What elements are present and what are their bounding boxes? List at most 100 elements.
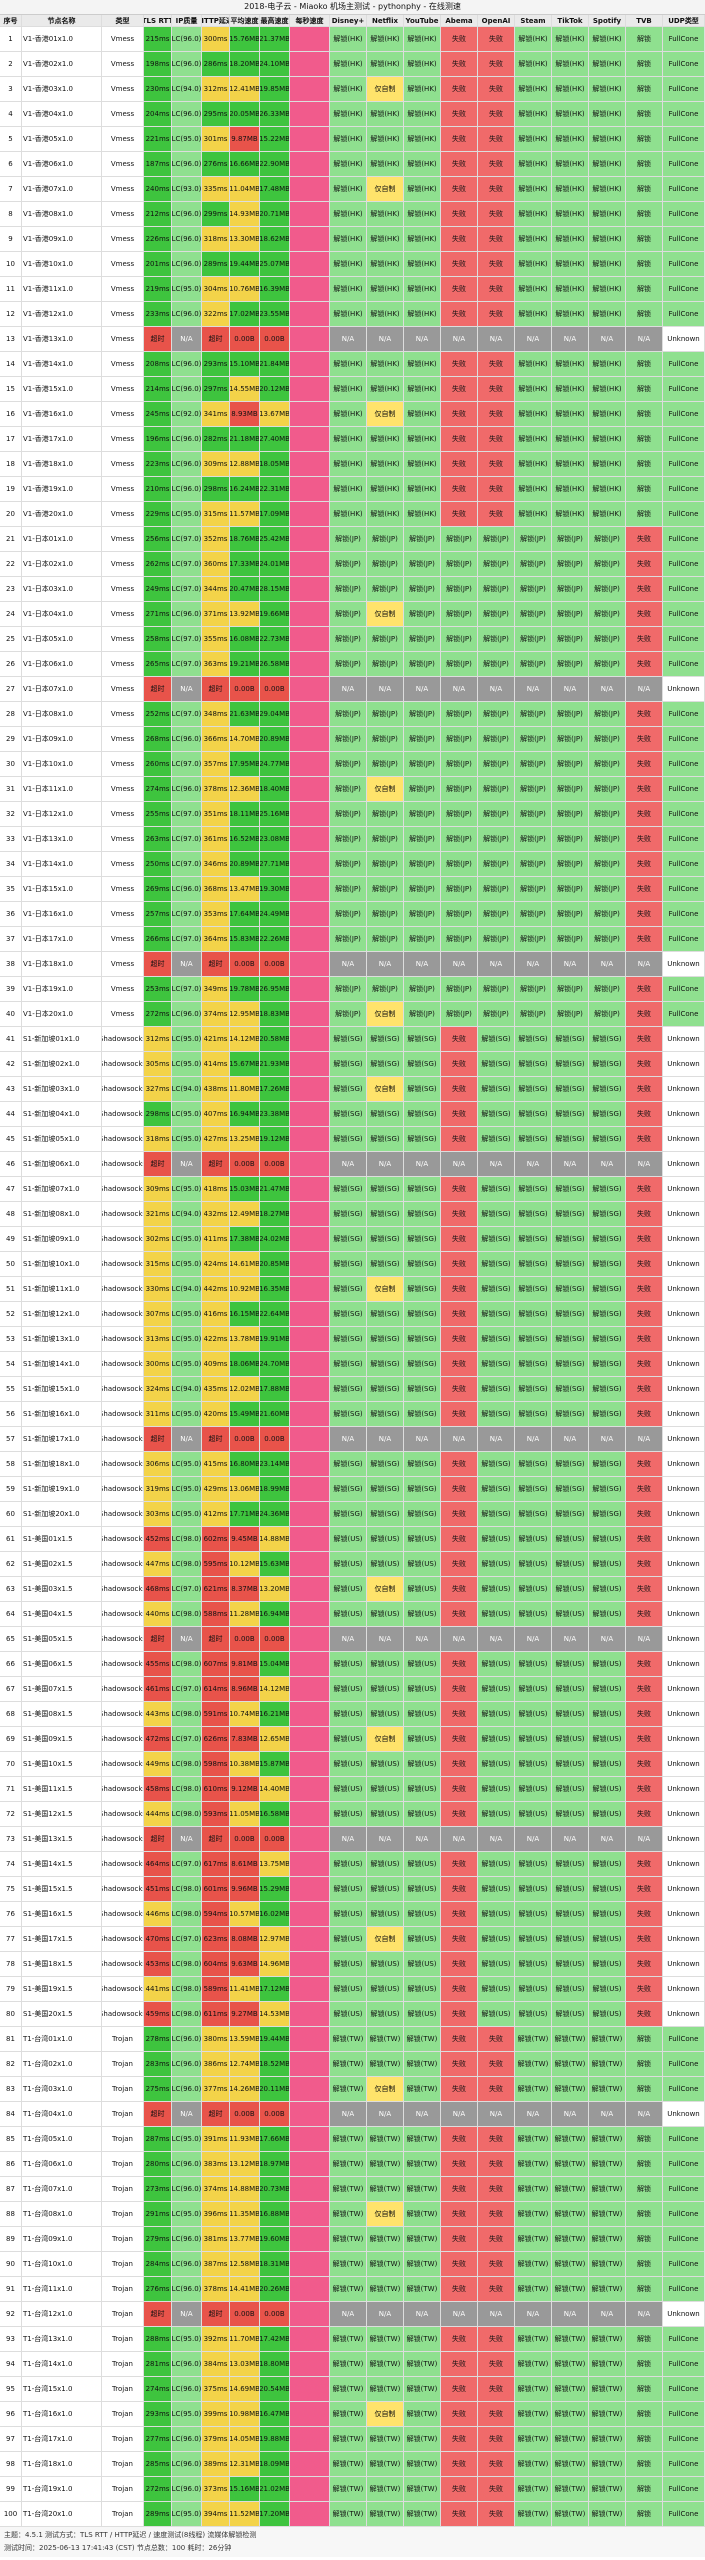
table-cell: Unknown [663,1952,705,1976]
table-cell: 失败 [626,1952,663,1976]
table-cell: 解锁(SG) [367,1377,404,1401]
table-cell: 394ms [202,2502,230,2526]
table-cell: 94 [0,2352,22,2376]
table-cell: 解锁(SG) [330,1252,367,1276]
table-cell: 失败 [441,2402,478,2426]
table-cell: 427ms [202,1127,230,1151]
table-cell: N/A [367,2102,404,2126]
table-cell: 失败 [478,27,515,51]
table-cell: 解锁(US) [330,1952,367,1976]
table-cell: N/A [330,2302,367,2326]
table-cell: 解锁(JP) [404,702,441,726]
table-cell: 解锁(JP) [552,527,589,551]
table-cell: 解锁(TW) [589,2377,626,2401]
table-cell: 解锁(TW) [515,2377,552,2401]
table-row: 78S1-美国18x1.5Shadowsocks453msLC(98.0)604… [0,1952,705,1977]
table-cell: 95 [0,2377,22,2401]
table-cell: 解锁(US) [589,1677,626,1701]
table-cell: 201ms [144,252,172,276]
table-cell: 解锁 [626,377,663,401]
table-cell: 解锁(HK) [589,402,626,426]
table-cell: 解锁(TW) [515,2252,552,2276]
table-cell: 272ms [144,1002,172,1026]
table-cell: V1-日本11x1.0 [22,777,102,801]
table-cell: LC(98.0) [172,1702,202,1726]
table-cell: 解锁(TW) [404,2477,441,2501]
table-cell: 223ms [144,452,172,476]
table-cell: 258ms [144,627,172,651]
table-cell: Unknown [663,1177,705,1201]
table-cell: Shadowsocks [102,1827,144,1851]
table-cell: N/A [589,1627,626,1651]
table-cell: 307ms [144,1302,172,1326]
table-cell: 失败 [626,602,663,626]
table-cell: Vmess [102,602,144,626]
table-cell: 解锁(SG) [367,1027,404,1051]
table-cell: 失败 [441,1052,478,1076]
table-cell: Unknown [663,1527,705,1551]
table-cell: 解锁(HK) [404,102,441,126]
table-cell: N/A [172,952,202,976]
table-cell: Shadowsocks [102,1877,144,1901]
table-cell: 失败 [478,352,515,376]
table-cell: 失败 [626,1852,663,1876]
table-cell: 解锁(SG) [589,1027,626,1051]
table-cell: 解锁(SG) [515,1502,552,1526]
table-cell: 解锁 [626,452,663,476]
table-row: 55S1-新加坡15x1.0Shadowsocks324msLC(94.0)43… [0,1377,705,1402]
table-cell: 0.00B [260,1427,290,1451]
table-cell: 13.20MB [260,1577,290,1601]
table-cell: 解锁(SG) [404,1027,441,1051]
table-cell: 失败 [626,1802,663,1826]
speed-sparkline [290,877,330,901]
table-cell: 293ms [144,2402,172,2426]
table-cell: 仅自制 [367,1577,404,1601]
table-cell: N/A [589,952,626,976]
table-cell: 14.96MB [260,1952,290,1976]
table-cell: 解锁(HK) [404,252,441,276]
table-cell: 289ms [202,252,230,276]
table-cell: 18.80MB [260,2352,290,2376]
table-cell: Unknown [663,1627,705,1651]
table-cell: 解锁(HK) [367,202,404,226]
table-cell: 解锁(US) [515,1927,552,1951]
table-cell: 解锁(SG) [589,1452,626,1476]
table-cell: V1-香港08x1.0 [22,202,102,226]
table-cell: 仅自制 [367,777,404,801]
table-cell: V1-香港13x1.0 [22,327,102,351]
table-cell: Vmess [102,27,144,51]
table-cell: 19.44MB [260,2027,290,2051]
table-row: 2 V1-香港02x1.0 Vmess 198ms LC(96.0) 286ms 18.20… [0,52,705,77]
table-cell: 解锁(SG) [330,1177,367,1201]
table-cell: 313ms [144,1327,172,1351]
table-cell: 解锁(US) [552,1727,589,1751]
speed-sparkline [290,277,330,301]
table-row: 7 V1-香港07x1.0 Vmess 240ms LC(93.0) 335ms 11.04… [0,177,705,202]
table-cell: 解锁(JP) [589,777,626,801]
table-cell: 解锁(US) [552,1702,589,1726]
table-cell: S1-新加坡17x1.0 [22,1427,102,1451]
speed-sparkline [290,777,330,801]
table-cell: 16.52MB [230,827,260,851]
table-cell: Shadowsocks [102,1727,144,1751]
table-cell: LC(98.0) [172,1777,202,1801]
table-cell: 449ms [144,1752,172,1776]
table-cell: Vmess [102,677,144,701]
table-cell: 解锁(US) [478,1852,515,1876]
table-cell: Shadowsocks [102,1952,144,1976]
table-cell: 解锁(TW) [367,2127,404,2151]
table-cell: 解锁(SG) [404,1102,441,1126]
table-cell: 解锁(HK) [589,202,626,226]
table-cell: 解锁(JP) [589,527,626,551]
table-cell: 失败 [626,752,663,776]
table-cell: 失败 [441,1502,478,1526]
speed-sparkline [290,552,330,576]
table-cell: 解锁(SG) [478,1352,515,1376]
table-cell: 17.88MB [260,1377,290,1401]
table-cell: LC(98.0) [172,1752,202,1776]
table-cell: Vmess [102,652,144,676]
table-cell: 解锁(SG) [478,1102,515,1126]
table-cell: 解锁(HK) [552,252,589,276]
table-cell: 失败 [441,1677,478,1701]
table-cell: 解锁(HK) [515,452,552,476]
